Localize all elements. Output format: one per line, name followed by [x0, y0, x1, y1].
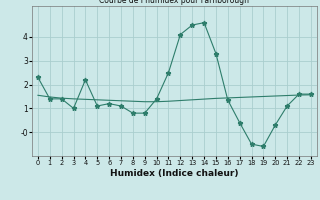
X-axis label: Humidex (Indice chaleur): Humidex (Indice chaleur) [110, 169, 239, 178]
Title: Courbe de l'humidex pour Farnborough: Courbe de l'humidex pour Farnborough [100, 0, 249, 5]
